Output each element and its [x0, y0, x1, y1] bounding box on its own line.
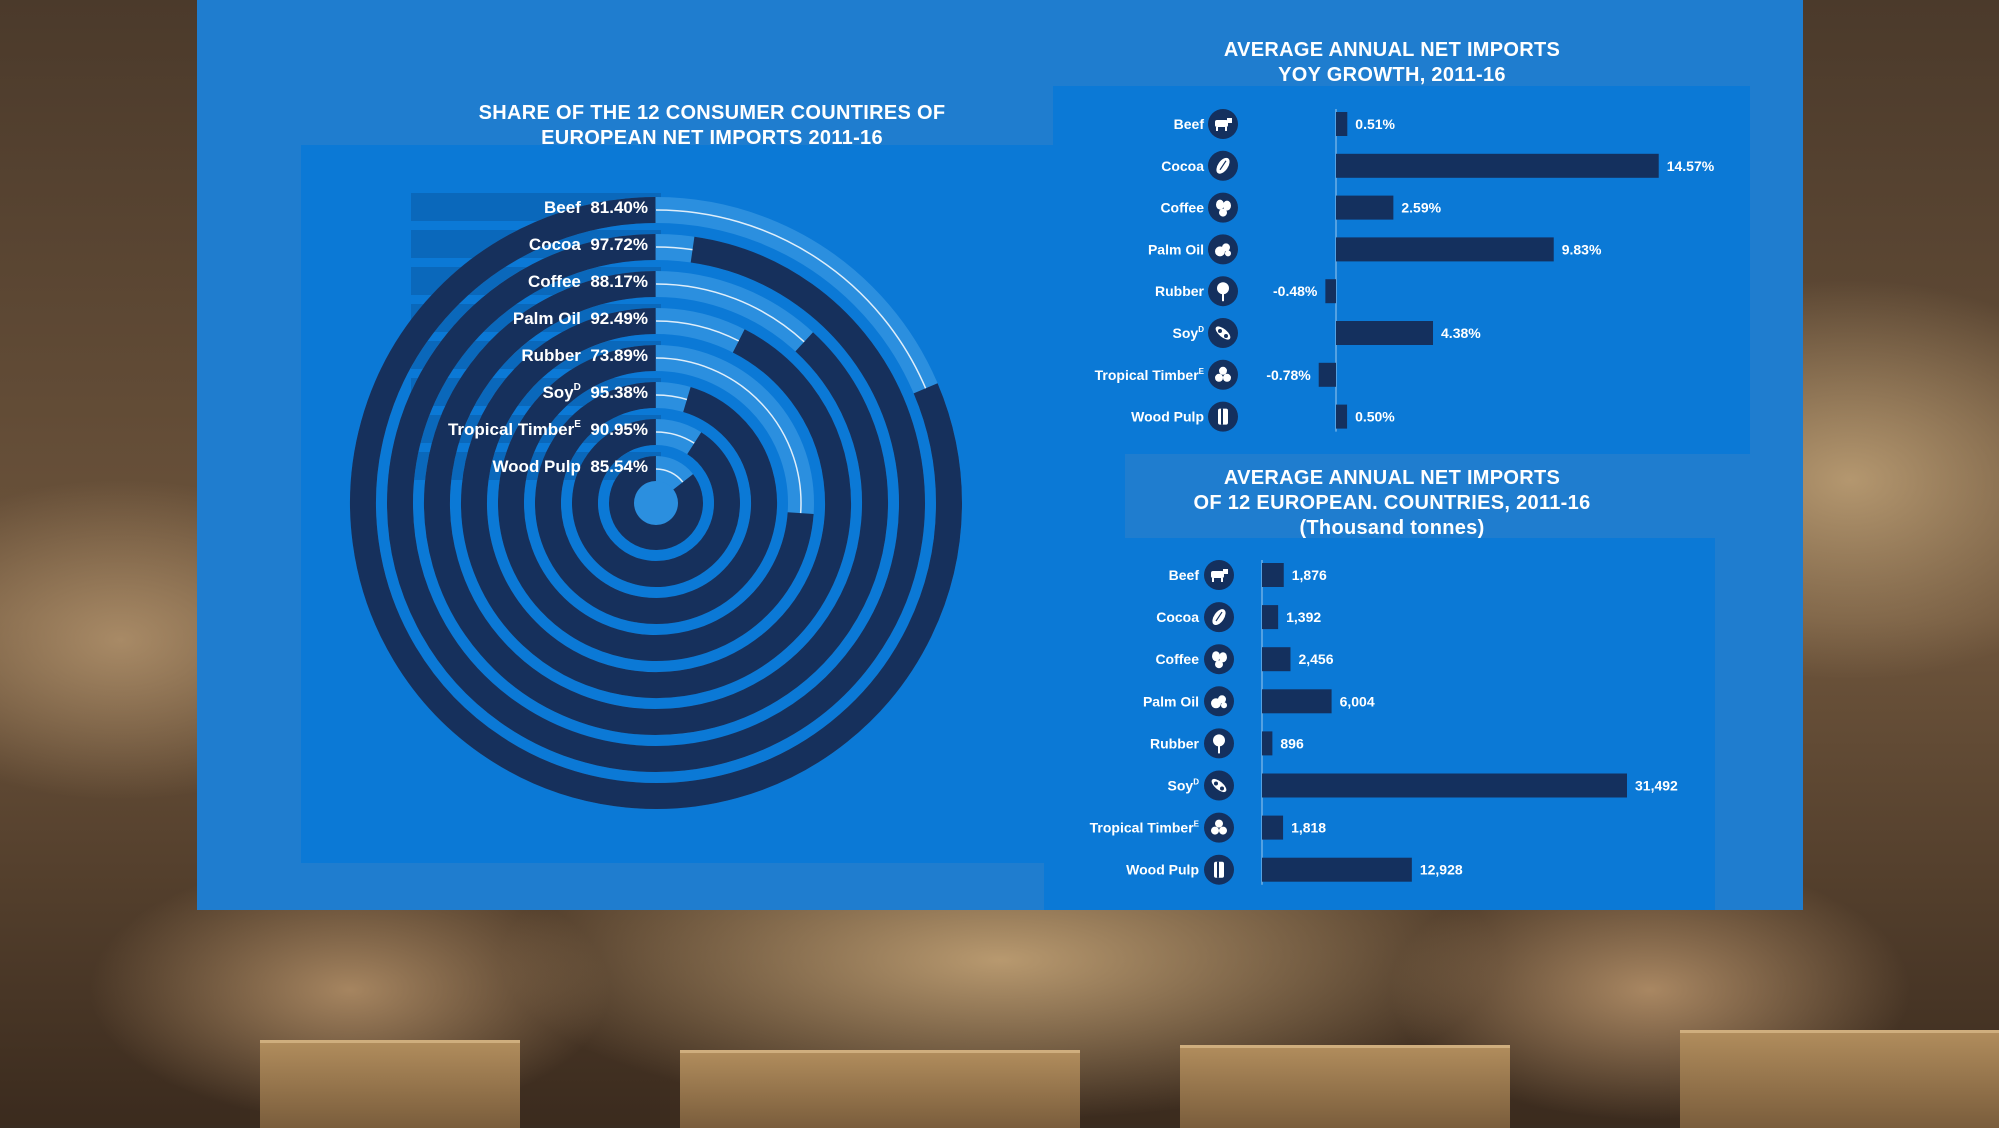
data-label: 0.50%: [1355, 409, 1395, 425]
category-label: Coffee: [1155, 651, 1199, 667]
net-imports-bar-chart: Beef 1,876 Cocoa 1,392 Coffee 2,456 Palm Oil 6,…: [1090, 560, 1678, 885]
yoy-growth-bar-chart: Beef 0.51% Cocoa 14.57% Coffee 2.59% Palm Oil 9…: [1095, 109, 1715, 432]
radial-chart-title: SHARE OF THE 12 CONSUMER COUNTIRES OF EU…: [478, 102, 946, 149]
category-label: Tropical TimberE: [1095, 367, 1205, 383]
bar: [1262, 605, 1279, 630]
data-label: 4.38%: [1441, 325, 1481, 341]
infographic-panel: SHARE OF THE 12 CONSUMER COUNTIRES OF EU…: [197, 0, 1803, 910]
ring-center-dot: [634, 481, 678, 525]
bar: [1262, 773, 1627, 798]
radial-chart-area: Beef 81.40% Cocoa 97.72% Coffee 88.17% Palm…: [301, 145, 1125, 863]
category-label: Palm Oil: [1148, 241, 1204, 257]
volume-chart-area: Beef 1,876 Cocoa 1,392 Coffee 2,456 Palm Oil 6,…: [1044, 538, 1715, 910]
category-label: SoyD: [1168, 778, 1200, 794]
growth-chart-area: Beef 0.51% Cocoa 14.57% Coffee 2.59% Palm Oil 9…: [1053, 86, 1750, 454]
bar: [1336, 112, 1348, 136]
ring-guide-line: [655, 209, 927, 389]
bar: [1262, 815, 1284, 840]
ring-guide-line: [655, 357, 802, 514]
ring-label: Wood Pulp 85.54%: [492, 457, 648, 476]
radial-bar-chart: Beef 81.40% Cocoa 97.72% Coffee 88.17% Palm…: [350, 193, 962, 809]
category-label: Wood Pulp: [1126, 862, 1199, 878]
ring-label: Rubber 73.89%: [521, 346, 648, 365]
category-label: Coffee: [1160, 200, 1204, 216]
ring-value-arc: [572, 419, 740, 587]
bar: [1262, 857, 1412, 882]
ring-guide-line: [655, 283, 805, 343]
ring-guide-line: [655, 468, 684, 483]
bar: [1262, 563, 1284, 587]
wooden-pallet: [1680, 1030, 1999, 1128]
volume-chart-title: AVERAGE ANNUAL NET IMPORTS OF 12 EUROPEA…: [1193, 467, 1591, 539]
ring-guide-line: [655, 246, 693, 251]
ring-value-arc: [609, 456, 703, 550]
ring-value-arc: [535, 382, 777, 624]
ring-guide-line: [655, 320, 740, 342]
ring-label: Palm Oil 92.49%: [513, 309, 648, 328]
data-label: 14.57%: [1667, 158, 1715, 174]
bar: [1262, 731, 1273, 756]
data-label: 9.83%: [1562, 241, 1602, 257]
data-label: 6,004: [1340, 693, 1375, 709]
bar: [1336, 195, 1394, 220]
ring-guide-line: [655, 394, 688, 401]
ring-label: Cocoa 97.72%: [529, 235, 648, 254]
bar: [1262, 647, 1291, 672]
wooden-pallet: [680, 1050, 1080, 1128]
ring-value-arc: [350, 197, 962, 809]
ring-label: Tropical TimberE 90.95%: [448, 419, 648, 439]
category-label: Wood Pulp: [1131, 409, 1204, 425]
bar: [1262, 689, 1332, 714]
data-label: -0.78%: [1266, 367, 1311, 383]
data-label: 896: [1280, 735, 1304, 751]
ring-label: SoyD 95.38%: [542, 382, 648, 402]
data-label: 1,392: [1286, 609, 1321, 625]
data-label: 0.51%: [1355, 116, 1395, 132]
bar: [1336, 404, 1348, 429]
category-label: Beef: [1174, 116, 1205, 132]
data-label: 31,492: [1635, 778, 1678, 794]
category-label: Beef: [1169, 567, 1200, 583]
category-label: Cocoa: [1161, 158, 1204, 174]
category-label: Rubber: [1155, 283, 1205, 299]
ring-value-arc: [424, 271, 888, 735]
bar: [1336, 321, 1434, 345]
ring-label: Beef 81.40%: [544, 198, 648, 217]
ring-value-arc: [498, 345, 814, 661]
bar: [1325, 279, 1336, 304]
growth-chart-title: AVERAGE ANNUAL NET IMPORTS YOY GROWTH, 2…: [1223, 39, 1561, 86]
bar: [1318, 362, 1336, 387]
ring-label: Coffee 88.17%: [528, 272, 648, 291]
data-label: 1,876: [1292, 567, 1327, 583]
data-label: 12,928: [1420, 862, 1463, 878]
category-label: Cocoa: [1156, 609, 1199, 625]
bar: [1336, 237, 1554, 262]
category-label: Rubber: [1150, 735, 1200, 751]
wooden-pallet: [260, 1040, 520, 1128]
wooden-pallet: [1180, 1045, 1510, 1128]
data-label: -0.48%: [1273, 283, 1318, 299]
bar: [1336, 153, 1659, 178]
data-label: 2.59%: [1401, 200, 1441, 216]
category-label: Palm Oil: [1143, 693, 1199, 709]
ring-guide-line: [655, 431, 695, 444]
category-label: Tropical TimberE: [1090, 820, 1200, 836]
category-label: SoyD: [1173, 325, 1205, 341]
ring-value-arc: [387, 234, 925, 772]
data-label: 1,818: [1291, 820, 1326, 836]
data-label: 2,456: [1298, 651, 1333, 667]
ring-value-arc: [461, 308, 851, 698]
